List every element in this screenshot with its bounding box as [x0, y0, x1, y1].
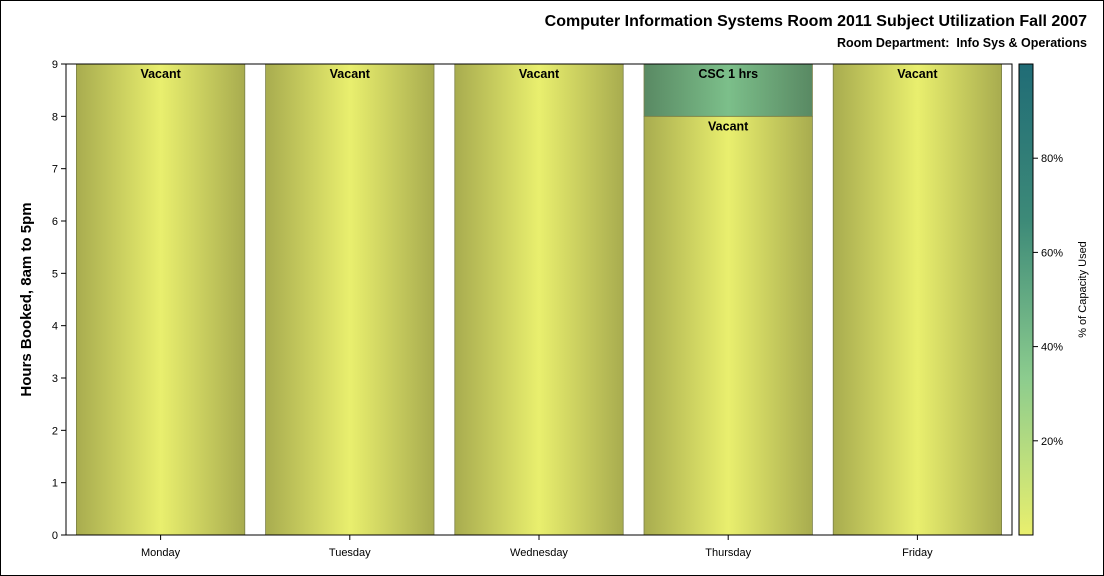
bar-segment [454, 63, 624, 536]
plot-border [65, 63, 1013, 536]
colorbar-label: % of Capacity Used [1077, 241, 1089, 338]
bar-segment [643, 63, 813, 117]
bar-segment [832, 63, 1003, 536]
bar-label: Vacant [519, 67, 560, 81]
colorbar-tick-label: 20% [1041, 436, 1063, 448]
colorbar-tick-label: 40% [1041, 342, 1063, 354]
plot-area: Vacant Monday Vacant Tuesday Vacant Wednesday… [18, 59, 1089, 559]
y-tick-label: 0 [52, 530, 58, 542]
y-tick-label: 2 [52, 425, 58, 437]
bar-label: Vacant [140, 67, 181, 81]
bar-label: Vacant [330, 67, 371, 81]
bar-segment [265, 63, 435, 536]
chart-subtitle: Room Department: Info Sys & Operations [836, 36, 1087, 50]
y-axis-label: Hours Booked, 8am to 5pm [18, 202, 35, 396]
bar-label: CSC 1 hrs [698, 67, 758, 81]
bar-segment [76, 63, 246, 536]
x-tick-label: Friday [902, 547, 933, 559]
x-tick-label: Thursday [705, 547, 751, 559]
bar-label: Vacant [708, 119, 749, 133]
colorbar-tick-label: 80% [1041, 153, 1063, 165]
x-tick-label: Monday [141, 547, 181, 559]
x-tick-label: Tuesday [329, 547, 371, 559]
bar-segment [643, 115, 813, 536]
y-tick-label: 6 [52, 216, 58, 228]
y-tick-label: 3 [52, 373, 58, 385]
x-tick-label: Wednesday [510, 547, 568, 559]
y-tick-label: 7 [52, 164, 58, 176]
y-tick-label: 9 [52, 59, 58, 71]
colorbar [1018, 63, 1034, 536]
colorbar-tick-label: 60% [1041, 247, 1063, 259]
bar-label: Vacant [897, 67, 938, 81]
y-tick-label: 4 [52, 321, 58, 333]
chart-title: Computer Information Systems Room 2011 S… [544, 13, 1087, 30]
y-tick-label: 8 [52, 111, 58, 123]
y-tick-label: 1 [52, 478, 58, 490]
y-tick-label: 5 [52, 268, 58, 280]
